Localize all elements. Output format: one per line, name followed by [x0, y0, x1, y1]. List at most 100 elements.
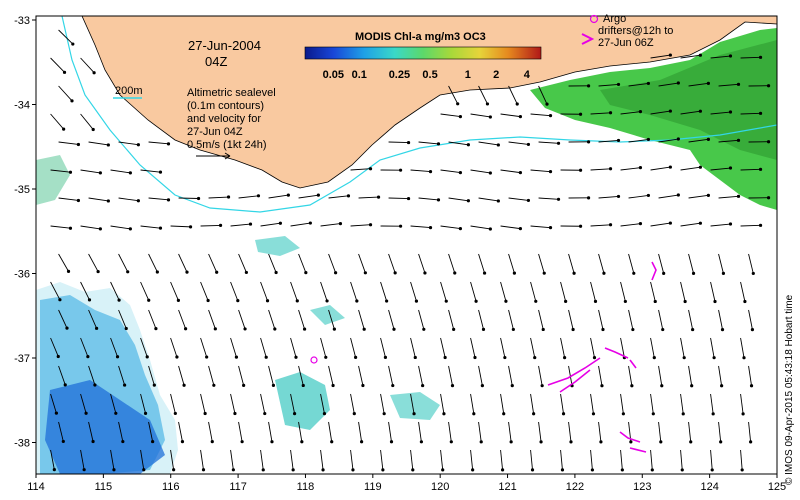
shelf-200m-contour	[61, 16, 777, 213]
velocity-arrow-head	[638, 110, 643, 114]
velocity-arrow	[208, 365, 215, 386]
velocity-arrow-head	[176, 298, 181, 303]
velocity-arrow	[530, 113, 551, 117]
velocity-arrow	[538, 309, 544, 330]
velocity-arrow-head	[680, 468, 684, 472]
velocity-arrow-head	[213, 327, 217, 331]
velocity-arrow	[718, 195, 739, 199]
velocity-arrow-head	[106, 199, 110, 203]
velocity-arrow-head	[112, 468, 116, 472]
velocity-arrow-head	[556, 197, 561, 201]
argo-marker-icon	[589, 14, 599, 24]
velocity-arrow-head	[261, 468, 265, 472]
velocity-arrow-head	[274, 270, 278, 275]
velocity-arrow	[140, 169, 161, 173]
velocity-arrow-head	[346, 194, 351, 198]
velocity-arrow	[508, 85, 518, 105]
velocity-arrow-head	[136, 143, 140, 147]
velocity-arrow-head	[65, 326, 69, 330]
velocity-arrow	[710, 223, 731, 227]
velocity-arrow	[110, 281, 120, 301]
velocity-arrow	[628, 138, 649, 143]
velocity-arrow	[50, 337, 59, 357]
velocity-arrow-head	[294, 355, 298, 359]
velocity-arrow-head	[540, 384, 544, 388]
map-date: 27-Jun-2004	[188, 38, 261, 53]
velocity-arrow-head	[331, 383, 335, 388]
velocity-arrow	[380, 281, 388, 302]
velocity-arrow	[200, 393, 206, 414]
velocity-arrow	[688, 253, 694, 274]
velocity-arrow-head	[758, 111, 763, 115]
velocity-arrow-head	[158, 170, 163, 174]
velocity-arrow	[350, 393, 355, 414]
velocity-arrow	[710, 55, 731, 59]
velocity-arrow	[478, 421, 482, 442]
velocity-arrow	[748, 365, 752, 386]
velocity-arrow-head	[321, 468, 325, 472]
velocity-arrow-head	[545, 102, 549, 106]
velocity-arrow-head	[563, 355, 567, 360]
velocity-arrow-head	[114, 411, 118, 415]
velocity-arrow	[268, 421, 273, 442]
velocity-arrow	[530, 449, 533, 470]
velocity-arrow-head	[185, 270, 189, 274]
velocity-arrow-head	[248, 222, 253, 226]
velocity-arrow-head	[304, 271, 308, 275]
velocity-arrow-head	[638, 222, 643, 226]
velocity-arrow-head	[52, 468, 56, 472]
svg-text:Altimetric sealevel: Altimetric sealevel	[187, 87, 276, 99]
velocity-arrow-head	[236, 299, 240, 303]
velocity-arrow-head	[668, 165, 672, 169]
velocity-arrow-head	[145, 355, 149, 359]
velocity-arrow-head	[62, 70, 67, 74]
velocity-arrow-head	[392, 327, 396, 331]
velocity-arrow	[478, 85, 488, 105]
velocity-arrow	[208, 253, 218, 273]
velocity-arrow	[230, 393, 236, 414]
velocity-arrow	[478, 309, 484, 330]
velocity-arrow-head	[155, 270, 159, 274]
velocity-arrow-head	[691, 327, 695, 332]
velocity-arrow	[140, 449, 145, 470]
velocity-arrow	[508, 309, 514, 330]
velocity-arrow-head	[721, 271, 726, 276]
velocity-arrow	[418, 365, 424, 386]
velocity-arrow	[530, 337, 536, 358]
velocity-arrow	[50, 57, 65, 73]
velocity-arrow	[448, 253, 456, 274]
velocity-arrow-head	[322, 412, 327, 416]
velocity-arrow-head	[548, 170, 553, 174]
velocity-arrow	[118, 141, 139, 146]
velocity-arrow-head	[443, 355, 447, 360]
velocity-arrow-head	[62, 127, 66, 131]
velocity-arrow	[538, 421, 542, 442]
velocity-arrow-head	[363, 271, 367, 275]
velocity-arrow-head	[58, 298, 62, 302]
svg-text:Argo: Argo	[603, 13, 626, 25]
velocity-arrow-head	[698, 165, 702, 169]
velocity-arrow-head	[698, 53, 702, 57]
velocity-arrow-head	[500, 468, 505, 472]
velocity-arrow	[470, 449, 474, 470]
velocity-arrow	[680, 54, 701, 59]
velocity-arrow	[598, 83, 619, 87]
velocity-arrow-head	[533, 355, 537, 360]
velocity-arrow-head	[354, 355, 358, 359]
velocity-arrow-head	[383, 355, 388, 360]
velocity-arrow	[748, 253, 754, 274]
velocity-arrow	[628, 194, 649, 199]
velocity-arrow-head	[54, 411, 58, 415]
velocity-arrow	[230, 337, 237, 358]
velocity-arrow-head	[94, 326, 99, 330]
x-tick-label: 121	[498, 481, 516, 493]
velocity-arrow-head	[750, 328, 755, 332]
velocity-arrow-head	[766, 140, 771, 144]
velocity-arrow	[680, 393, 684, 414]
velocity-arrow	[328, 309, 335, 330]
velocity-arrow	[208, 196, 229, 199]
velocity-arrow-head	[608, 111, 613, 115]
velocity-arrow	[710, 167, 731, 171]
velocity-arrow	[118, 253, 129, 272]
velocity-arrow-head	[698, 109, 702, 113]
